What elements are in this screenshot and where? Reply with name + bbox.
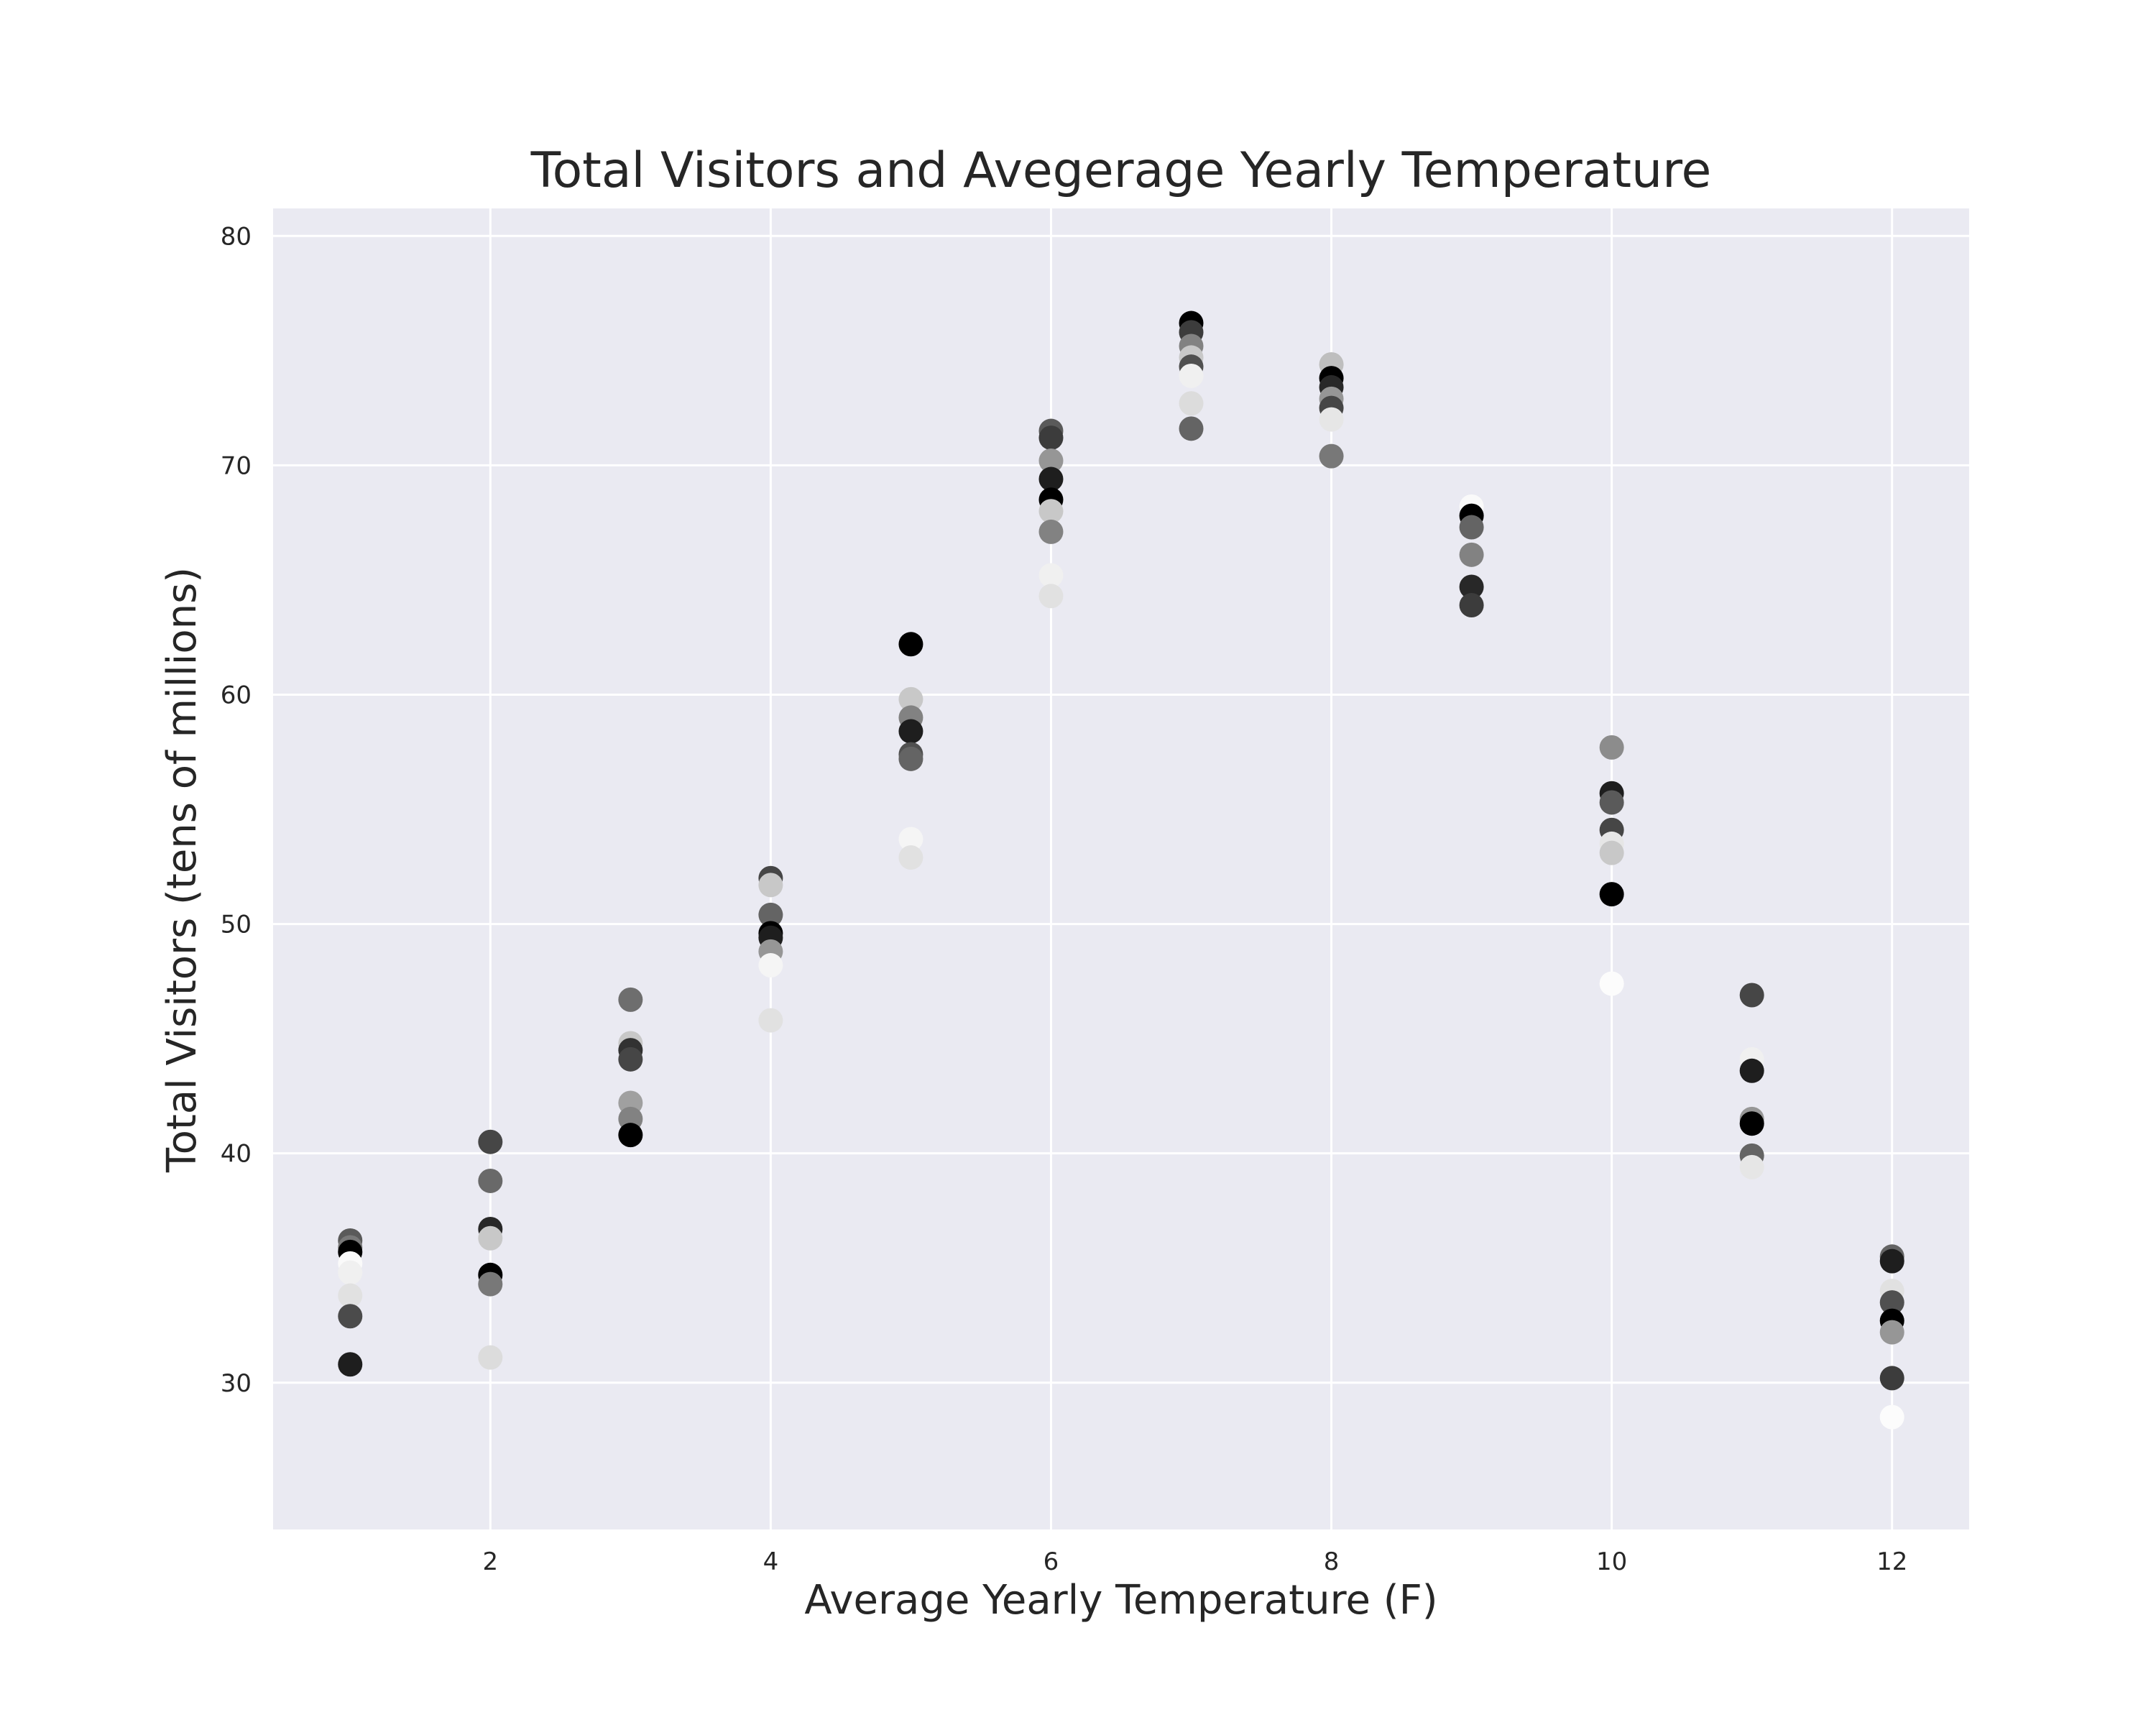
data-point xyxy=(758,902,783,927)
plot-area xyxy=(273,208,1969,1530)
data-point xyxy=(338,1304,363,1329)
data-point xyxy=(758,953,783,978)
data-point xyxy=(758,1008,783,1033)
data-point xyxy=(618,987,643,1012)
y-tick-label: 50 xyxy=(221,911,252,939)
x-tick-labels: 2 4 6 8 10 12 xyxy=(482,1547,1907,1576)
data-point xyxy=(1459,593,1484,618)
data-point xyxy=(1038,448,1064,474)
data-point xyxy=(1179,363,1204,388)
data-point xyxy=(1179,391,1204,416)
data-point xyxy=(1879,1290,1904,1315)
data-point xyxy=(1879,1248,1904,1274)
data-point xyxy=(1038,519,1064,544)
data-point xyxy=(1038,563,1064,588)
data-point xyxy=(1599,882,1624,907)
data-point xyxy=(1599,971,1624,996)
y-tick-label: 40 xyxy=(221,1140,252,1169)
data-point xyxy=(758,873,783,898)
data-point xyxy=(338,1352,363,1377)
data-point xyxy=(898,827,923,852)
data-point xyxy=(1179,416,1204,441)
data-point xyxy=(1038,466,1064,492)
data-point xyxy=(1459,515,1484,540)
data-point xyxy=(1038,426,1064,451)
data-point xyxy=(618,1046,643,1072)
data-point xyxy=(338,1260,363,1285)
data-point xyxy=(1319,407,1344,432)
x-tick-label: 4 xyxy=(763,1547,779,1576)
data-point xyxy=(1739,1111,1764,1136)
chart-title: Total Visitors and Avegerage Yearly Temp… xyxy=(530,142,1712,199)
data-point xyxy=(1599,790,1624,815)
data-point xyxy=(898,719,923,744)
x-tick-label: 8 xyxy=(1324,1547,1340,1576)
data-point xyxy=(1739,983,1764,1008)
y-tick-label: 70 xyxy=(221,451,252,480)
data-point xyxy=(1319,443,1344,469)
data-point xyxy=(478,1271,503,1297)
data-point xyxy=(618,1123,643,1148)
x-tick-label: 10 xyxy=(1596,1547,1627,1576)
data-point xyxy=(1038,584,1064,609)
data-point xyxy=(898,746,923,771)
x-axis-label: Average Yearly Temperature (F) xyxy=(804,1577,1437,1624)
data-point xyxy=(1459,542,1484,567)
y-tick-labels: 30 40 50 60 70 80 xyxy=(221,222,252,1397)
data-point xyxy=(1459,574,1484,599)
y-tick-label: 80 xyxy=(221,222,252,251)
data-points xyxy=(338,310,1904,1430)
data-point xyxy=(898,686,923,712)
y-tick-label: 30 xyxy=(221,1369,252,1398)
data-point xyxy=(1599,840,1624,865)
y-tick-label: 60 xyxy=(221,681,252,709)
y-axis-label: Total Visitors (tens of millions) xyxy=(159,567,206,1173)
data-point xyxy=(478,1168,503,1193)
x-tick-label: 2 xyxy=(482,1547,498,1576)
data-point xyxy=(1739,1058,1764,1083)
x-tick-label: 12 xyxy=(1876,1547,1907,1576)
x-tick-label: 6 xyxy=(1044,1547,1059,1576)
data-point xyxy=(898,845,923,870)
data-point xyxy=(1879,1366,1904,1391)
data-point xyxy=(1739,1154,1764,1179)
data-point xyxy=(478,1345,503,1370)
data-point xyxy=(1038,499,1064,524)
data-point xyxy=(1599,735,1624,760)
data-point xyxy=(898,632,923,657)
data-point xyxy=(1879,1404,1904,1430)
data-point xyxy=(1879,1320,1904,1345)
data-point xyxy=(338,1283,363,1308)
data-point xyxy=(478,1225,503,1251)
data-point xyxy=(478,1129,503,1154)
